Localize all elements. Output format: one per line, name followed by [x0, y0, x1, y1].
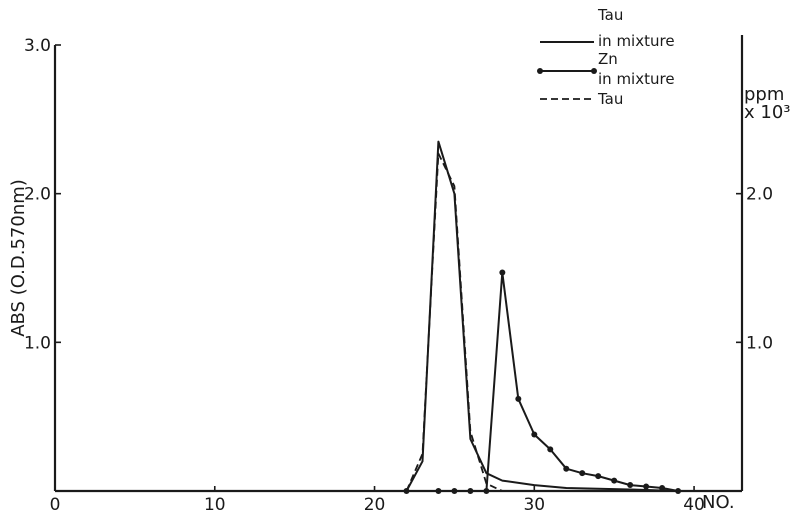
y-ticks: 1.0 2.0 3.0 [24, 36, 61, 353]
legend-marker-zn-right [591, 68, 597, 74]
y2-axis-title-line1: ppm [744, 84, 784, 105]
data-point-zn-in-mixture [643, 483, 650, 490]
y2-axis-title-line2: x 10³ [744, 102, 791, 123]
legend: Tau in mixture Zn in mixture Tau [537, 6, 675, 108]
y-axis-title: ABS (O.D.570nm) [8, 179, 29, 337]
y2-ticks: 1.0 2.0 [736, 185, 773, 353]
y2-tick-label: 2.0 [746, 185, 773, 205]
series-line-zn-in-mixture [406, 271, 679, 492]
series-line-tau [405, 152, 503, 492]
y-tick-label: 3.0 [24, 36, 51, 56]
data-point-zn-in-mixture [531, 431, 538, 438]
x-tick-label: 30 [523, 495, 545, 513]
legend-label-tau-mixture-1: Tau [597, 6, 623, 24]
data-point-zn-in-mixture [435, 488, 442, 494]
legend-label-zn-mixture-2: in mixture [598, 70, 675, 88]
y-tick-label: 1.0 [24, 333, 51, 353]
y2-tick-label: 1.0 [746, 333, 773, 353]
legend-label-tau: Tau [597, 90, 623, 108]
data-point-zn-in-mixture [451, 488, 458, 494]
legend-label-tau-mixture-2: in mixture [598, 32, 675, 50]
legend-label-zn-mixture-1: Zn [598, 50, 618, 68]
x-tick-label: 0 [50, 495, 61, 513]
x-tick-label: 10 [204, 495, 226, 513]
data-point-zn-in-mixture [675, 488, 682, 494]
data-point-zn-in-mixture [595, 473, 602, 480]
series-group [55, 140, 742, 494]
x-axis-title: NO. [702, 492, 735, 513]
data-point-zn-in-mixture [467, 488, 474, 494]
data-point-zn-in-mixture [611, 477, 618, 484]
data-point-zn-in-mixture [547, 446, 554, 453]
data-point-zn-in-mixture [659, 485, 666, 492]
legend-marker-zn-left [537, 68, 543, 74]
data-point-zn-in-mixture [515, 395, 522, 402]
data-point-zn-in-mixture [579, 470, 586, 477]
x-tick-label: 40 [683, 495, 705, 513]
data-point-zn-in-mixture [483, 488, 490, 494]
x-tick-label: 20 [364, 495, 386, 513]
data-point-zn-in-mixture [563, 465, 570, 472]
data-point-zn-in-mixture [499, 269, 506, 276]
series-line-tau-in-mixture [55, 140, 742, 492]
y-tick-label: 2.0 [24, 185, 51, 205]
data-point-zn-in-mixture [627, 482, 634, 489]
x-ticks: 0 10 20 30 40 [50, 486, 705, 513]
